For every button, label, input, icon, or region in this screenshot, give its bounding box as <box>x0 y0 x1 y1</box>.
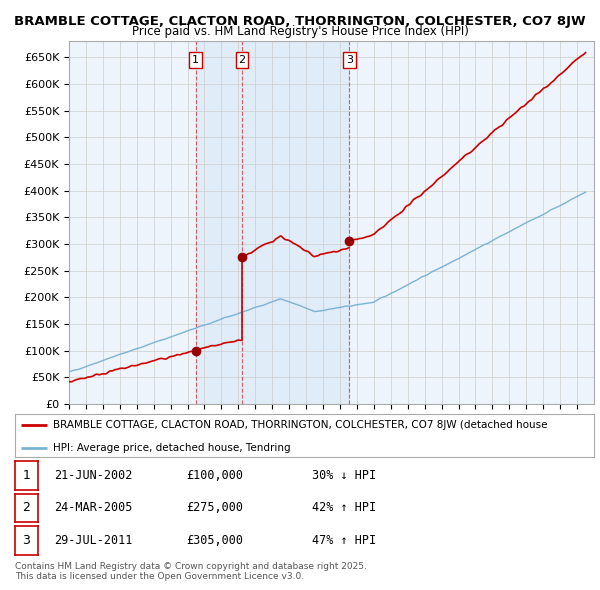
Text: 3: 3 <box>346 55 353 65</box>
Bar <box>196 41 349 404</box>
Text: 2: 2 <box>239 55 245 65</box>
Text: £100,000: £100,000 <box>186 469 243 482</box>
Text: 30% ↓ HPI: 30% ↓ HPI <box>312 469 376 482</box>
Text: 1: 1 <box>22 469 31 482</box>
Text: £305,000: £305,000 <box>186 534 243 547</box>
Text: 1: 1 <box>192 55 199 65</box>
Text: £275,000: £275,000 <box>186 502 243 514</box>
Text: 21-JUN-2002: 21-JUN-2002 <box>54 469 133 482</box>
Text: 3: 3 <box>22 534 31 547</box>
Text: Contains HM Land Registry data © Crown copyright and database right 2025.
This d: Contains HM Land Registry data © Crown c… <box>15 562 367 581</box>
Text: 24-MAR-2005: 24-MAR-2005 <box>54 502 133 514</box>
Text: Price paid vs. HM Land Registry's House Price Index (HPI): Price paid vs. HM Land Registry's House … <box>131 25 469 38</box>
Text: 42% ↑ HPI: 42% ↑ HPI <box>312 502 376 514</box>
Text: 47% ↑ HPI: 47% ↑ HPI <box>312 534 376 547</box>
Text: 2: 2 <box>22 502 31 514</box>
Text: BRAMBLE COTTAGE, CLACTON ROAD, THORRINGTON, COLCHESTER, CO7 8JW: BRAMBLE COTTAGE, CLACTON ROAD, THORRINGT… <box>14 15 586 28</box>
Text: HPI: Average price, detached house, Tendring: HPI: Average price, detached house, Tend… <box>53 442 290 453</box>
Text: 29-JUL-2011: 29-JUL-2011 <box>54 534 133 547</box>
Text: BRAMBLE COTTAGE, CLACTON ROAD, THORRINGTON, COLCHESTER, CO7 8JW (detached house: BRAMBLE COTTAGE, CLACTON ROAD, THORRINGT… <box>53 420 547 430</box>
